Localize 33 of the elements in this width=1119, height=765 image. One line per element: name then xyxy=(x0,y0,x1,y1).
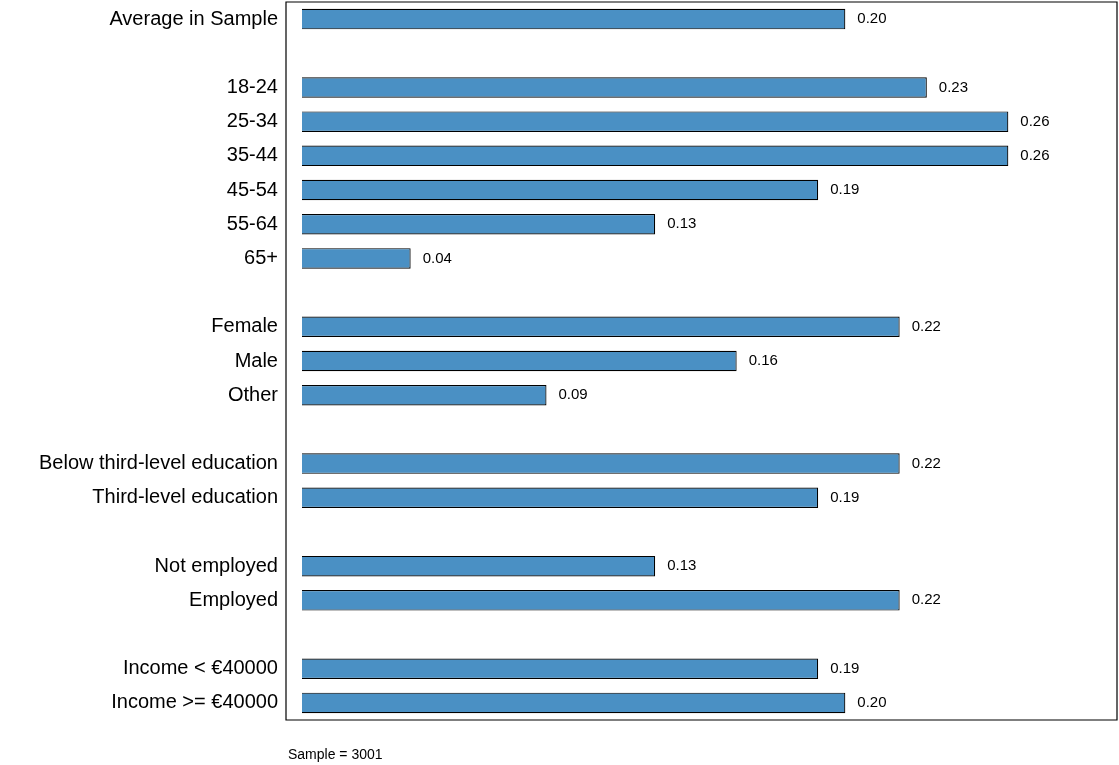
y-tick-label: 55-64 xyxy=(226,211,278,234)
y-tick-label: Below third-level education xyxy=(38,451,278,474)
data-label: 0.22 xyxy=(911,590,941,608)
y-tick-label: 65+ xyxy=(244,245,278,268)
y-tick-label: 35-44 xyxy=(226,143,278,166)
y-tick-label: Income >= €40000 xyxy=(111,690,278,713)
data-label: 0.13 xyxy=(667,556,697,574)
data-label: 0.16 xyxy=(748,351,778,369)
data-label: 0.13 xyxy=(667,214,697,232)
data-label: 0.26 xyxy=(1020,111,1050,129)
text: Sample = 3001 xyxy=(288,746,383,762)
data-label: 0.20 xyxy=(857,9,887,27)
data-label: 0.20 xyxy=(857,693,887,711)
data-label: 0.22 xyxy=(911,316,941,334)
data-label: 0.19 xyxy=(830,658,860,676)
y-tick-label: Third-level education xyxy=(92,485,278,508)
data-label: 0.26 xyxy=(1020,146,1050,163)
data-label: 0.04 xyxy=(422,248,452,266)
y-tick-label: 25-34 xyxy=(226,109,278,132)
data-label: 0.09 xyxy=(558,385,588,403)
y-tick-label: Other xyxy=(227,382,279,405)
y-tick-label: Average in Sample xyxy=(109,6,278,29)
y-tick-label: Income < €40000 xyxy=(122,656,278,679)
data-label: 0.22 xyxy=(911,453,941,471)
data-label: 0.19 xyxy=(830,180,860,198)
y-tick-label: 18-24 xyxy=(226,74,278,97)
data-label: 0.23 xyxy=(938,77,969,95)
data-label: 0.19 xyxy=(830,487,860,505)
y-tick-label: Female xyxy=(211,314,278,337)
y-tick-label: Male xyxy=(234,348,278,371)
y-tick-label: Employed xyxy=(189,587,278,610)
y-tick-label: 45-54 xyxy=(226,177,278,200)
y-tick-label: Not employed xyxy=(154,553,278,576)
